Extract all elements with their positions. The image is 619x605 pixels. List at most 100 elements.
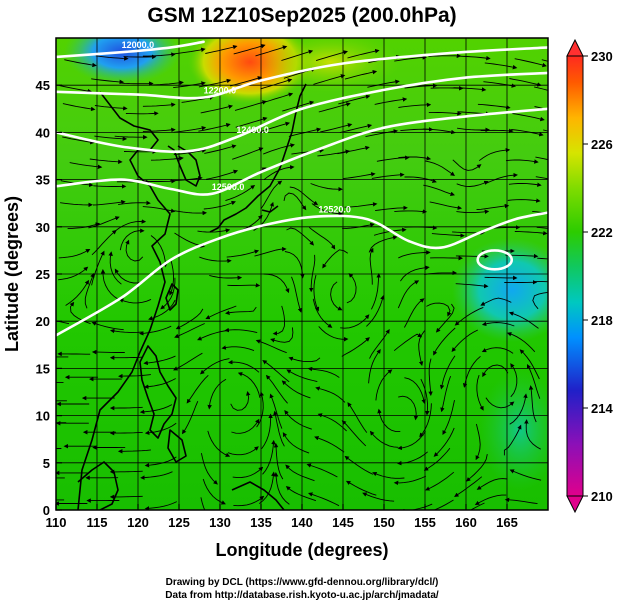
streamline [255, 339, 287, 354]
streamline [452, 159, 482, 171]
streamline [88, 216, 120, 229]
streamline [62, 103, 96, 112]
streamline [404, 298, 425, 328]
streamline [310, 183, 343, 192]
streamline [469, 502, 485, 510]
contour-label: 12400.0 [236, 125, 269, 135]
grid-lines [56, 38, 548, 510]
streamline [120, 81, 154, 86]
streamline [433, 427, 455, 457]
contour-12000.0 [56, 40, 205, 59]
streamline [173, 352, 203, 371]
streamline [58, 248, 91, 259]
streamline [474, 494, 507, 505]
y-tick-label: 30 [36, 220, 50, 235]
streamline [89, 158, 123, 165]
streamline [484, 275, 518, 281]
x-tick-label: 155 [414, 515, 436, 530]
streamline [425, 160, 455, 176]
y-tick-label: 45 [36, 78, 50, 93]
streamline [435, 303, 455, 333]
streamline [425, 471, 455, 491]
streamline [394, 209, 428, 214]
streamline [205, 305, 237, 320]
y-tick-label: 35 [36, 173, 50, 188]
streamline [109, 430, 143, 436]
streamline [200, 453, 218, 485]
streamline [457, 55, 491, 61]
streamline [199, 256, 232, 264]
streamline [289, 186, 319, 206]
streamline [483, 81, 517, 88]
y-tick-label: 20 [36, 314, 50, 329]
streamline [440, 375, 452, 413]
streamline [433, 327, 456, 356]
streamline [314, 436, 345, 453]
streamline [512, 113, 545, 122]
streamline [362, 492, 395, 502]
streamline [428, 111, 462, 116]
streamline [338, 94, 371, 105]
x-tick-label: 165 [496, 515, 518, 530]
streamline [226, 249, 260, 258]
height-contours [56, 40, 548, 337]
streamline [509, 78, 542, 87]
streamline [315, 50, 349, 62]
y-tick-label: 25 [36, 267, 50, 282]
streamline [175, 308, 204, 330]
streamline [282, 100, 315, 112]
streamline [428, 358, 433, 397]
streamline [404, 83, 438, 89]
streamline [476, 478, 508, 490]
streamline [478, 147, 511, 162]
streamline [485, 172, 518, 184]
streamline [511, 129, 544, 137]
streamline [181, 401, 199, 435]
streamline [475, 423, 481, 461]
streamline [69, 301, 91, 325]
streamline [263, 273, 290, 294]
streamline [400, 503, 433, 510]
streamline [423, 447, 451, 471]
streamline [225, 306, 257, 315]
streamline [367, 79, 400, 88]
credit-line-2: Data from http://database.rish.kyoto-u.a… [165, 590, 439, 601]
streamline [372, 471, 405, 479]
contour-12500.0 [56, 107, 548, 196]
streamline [143, 378, 176, 389]
streamline [339, 123, 373, 134]
streamline [322, 249, 349, 269]
streamline [306, 463, 338, 478]
streamline [371, 172, 405, 179]
streamline [514, 230, 548, 236]
coast-korea [167, 145, 201, 187]
streamline [398, 250, 431, 259]
streamline [393, 475, 427, 486]
streamline [308, 492, 340, 507]
streamline [368, 235, 398, 253]
streamline [433, 499, 454, 510]
streamline [480, 128, 514, 134]
streamline [93, 184, 127, 189]
streamline [439, 355, 456, 390]
streamline [481, 347, 514, 354]
streamline [480, 297, 512, 306]
streamline [453, 87, 487, 92]
streamline [262, 439, 276, 475]
streamline [202, 478, 226, 505]
plot-area: 12000.0 12200.0 12400.0 12500.0 12520.0 [56, 38, 548, 510]
streamline [423, 184, 455, 196]
x-tick-label: 120 [127, 515, 149, 530]
streamline [370, 273, 381, 310]
streamline [344, 69, 378, 80]
y-tick-label: 5 [43, 456, 50, 471]
coast-taiwan [165, 283, 179, 311]
streamline [484, 62, 518, 70]
streamline [396, 451, 428, 466]
streamline [67, 222, 101, 229]
streamline [400, 265, 430, 282]
streamline [377, 408, 401, 433]
streamline [454, 306, 484, 326]
streamline [313, 74, 346, 85]
streamline [62, 136, 95, 145]
